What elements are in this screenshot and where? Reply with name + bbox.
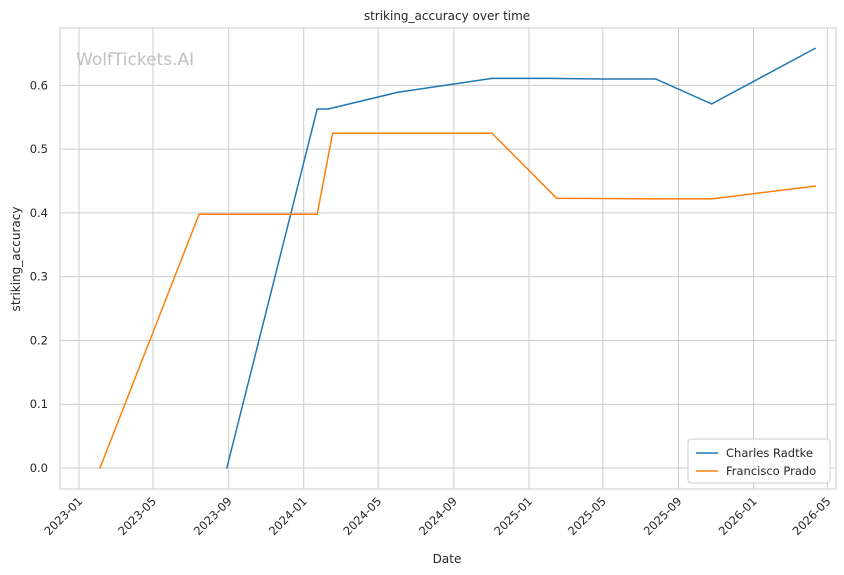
data-point-francisco-prado	[555, 197, 558, 199]
x-tick-label: 2023-09	[191, 494, 235, 538]
data-point-charles-radtke	[491, 77, 493, 80]
x-tick-label: 2026-01	[716, 494, 760, 538]
data-point-francisco-prado	[198, 213, 200, 215]
data-point-francisco-prado	[331, 132, 334, 134]
y-tick-label: 0.5	[30, 142, 48, 156]
watermark: WolfTickets.AI	[76, 50, 194, 70]
data-point-charles-radtke	[327, 108, 330, 110]
legend-frame	[687, 438, 831, 484]
y-tick-label: 0.6	[30, 78, 48, 92]
data-point-charles-radtke	[547, 77, 549, 80]
plot-area	[59, 27, 837, 490]
data-point-charles-radtke	[226, 467, 228, 469]
data-point-francisco-prado	[316, 213, 319, 215]
data-point-charles-radtke	[396, 91, 399, 94]
series-line-francisco-prado	[99, 132, 816, 469]
x-tick-label: 2024-01	[266, 494, 310, 538]
legend-label-charles-radtke: Charles Radtke	[726, 446, 813, 460]
data-point-francisco-prado	[99, 467, 101, 469]
x-tick-label: 2023-01	[41, 494, 85, 538]
data-point-charles-radtke	[602, 78, 604, 80]
legend-label-francisco-prado: Francisco Prado	[726, 464, 816, 478]
x-tick-label: 2025-09	[641, 494, 685, 538]
data-point-charles-radtke	[654, 78, 657, 80]
legend: Charles Radtke Francisco Prado	[687, 438, 831, 484]
y-tick-label: 0.1	[30, 397, 48, 411]
y-tick-label: 0.4	[30, 206, 48, 220]
y-tick-label: 0.2	[30, 333, 48, 347]
data-point-charles-radtke	[710, 103, 713, 105]
data-point-francisco-prado	[710, 198, 713, 200]
x-tick-label: 2025-05	[565, 494, 609, 538]
x-tick-label: 2024-09	[416, 494, 460, 538]
x-tick-label: 2023-05	[115, 494, 159, 538]
x-tick-label: 2025-01	[491, 494, 535, 538]
data-point-charles-radtke	[814, 47, 816, 50]
data-point-francisco-prado	[814, 185, 816, 187]
data-point-francisco-prado	[491, 132, 493, 134]
chart-title: striking_accuracy over time	[364, 9, 530, 23]
grid	[60, 28, 836, 489]
x-tick-labels: 2023-01 2023-05 2023-09 2024-01 2024-05 2024-…	[41, 494, 833, 538]
y-tick-labels: 0.0 0.1 0.2 0.3 0.4 0.5 0.6	[30, 78, 48, 475]
y-axis-label: striking_accuracy	[9, 207, 23, 312]
series-line-charles-radtke	[226, 47, 816, 469]
y-tick-label: 0.0	[30, 461, 48, 475]
x-tick-label: 2026-05	[790, 494, 834, 538]
y-tick-label: 0.3	[30, 270, 48, 284]
series-layer	[99, 47, 816, 469]
x-tick-label: 2024-05	[340, 494, 384, 538]
data-point-francisco-prado	[654, 198, 657, 200]
data-point-charles-radtke	[316, 108, 319, 110]
x-axis-label: Date	[433, 552, 462, 566]
